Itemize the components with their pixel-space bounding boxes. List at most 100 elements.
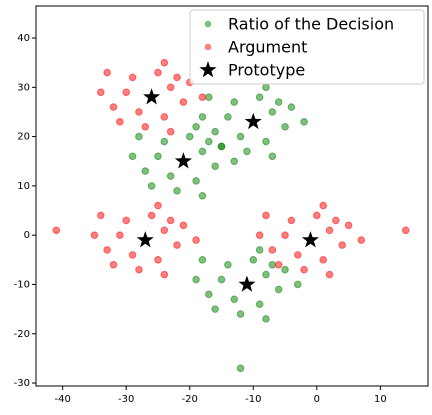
- point: [198, 256, 207, 264]
- legend-label: Argument: [228, 38, 307, 57]
- point: [154, 152, 162, 161]
- point: [255, 231, 264, 239]
- point: [109, 103, 118, 111]
- point: [205, 290, 213, 299]
- point: [173, 73, 181, 82]
- y-tick-label: 0: [24, 230, 30, 241]
- point: [198, 113, 207, 121]
- point: [198, 147, 207, 156]
- y-tick-label: 30: [17, 82, 30, 93]
- point: [217, 275, 226, 284]
- point: [274, 98, 283, 106]
- point: [147, 182, 156, 190]
- x-tick-label: 10: [374, 394, 387, 405]
- point: [198, 93, 207, 101]
- point: [274, 260, 283, 269]
- point: [217, 142, 226, 151]
- point: [236, 310, 245, 318]
- point: [166, 127, 175, 136]
- point: [224, 113, 232, 121]
- point: [128, 251, 137, 259]
- point: [141, 122, 150, 131]
- point: [147, 211, 156, 220]
- point: [211, 305, 219, 313]
- point: [160, 58, 169, 67]
- point: [128, 73, 137, 82]
- y-tick-label: 10: [17, 181, 30, 192]
- point: [198, 191, 207, 200]
- point: [166, 216, 175, 225]
- point: [287, 216, 296, 225]
- point: [262, 315, 270, 323]
- point: [268, 108, 277, 116]
- point: [52, 226, 61, 235]
- point: [268, 246, 277, 254]
- point: [401, 226, 410, 235]
- point: [192, 122, 200, 131]
- point: [255, 246, 264, 254]
- point: [173, 241, 181, 249]
- point: [319, 201, 327, 210]
- point: [293, 251, 302, 259]
- point: [103, 246, 111, 254]
- prototype-point: [174, 152, 192, 169]
- point: [230, 98, 239, 106]
- point: [122, 88, 131, 97]
- point: [274, 285, 283, 294]
- legend-marker: [204, 20, 212, 28]
- y-tick-label: -10: [14, 279, 30, 290]
- prototype-point: [301, 231, 319, 248]
- point: [135, 265, 143, 274]
- prototype-point: [143, 88, 161, 105]
- y-tick-label: -20: [14, 329, 30, 340]
- point: [122, 216, 131, 225]
- legend-marker: [199, 61, 217, 78]
- point: [97, 88, 105, 97]
- point: [319, 256, 327, 264]
- point: [281, 265, 289, 274]
- point: [192, 236, 200, 244]
- legend: Ratio of the Decision Argument Prototype: [189, 9, 425, 85]
- point: [166, 83, 175, 92]
- point: [300, 118, 308, 126]
- point: [154, 201, 162, 210]
- prototype-point: [136, 231, 154, 248]
- point: [154, 68, 162, 77]
- point: [300, 265, 308, 274]
- point: [90, 231, 99, 239]
- point: [281, 122, 289, 131]
- point: [287, 103, 296, 111]
- point: [243, 147, 251, 156]
- y-tick-label: -30: [14, 378, 30, 389]
- point: [262, 270, 270, 279]
- x-tick-label: -40: [55, 394, 71, 405]
- point: [173, 187, 181, 195]
- point: [116, 231, 124, 239]
- point: [103, 68, 111, 77]
- point: [332, 216, 340, 225]
- point: [230, 157, 239, 166]
- point: [211, 162, 219, 170]
- point: [255, 93, 264, 101]
- point: [192, 177, 200, 185]
- point: [249, 256, 258, 264]
- point: [135, 132, 143, 141]
- point: [255, 300, 264, 308]
- point: [357, 236, 366, 244]
- point: [268, 152, 277, 161]
- point: [230, 295, 239, 304]
- point: [293, 280, 302, 289]
- y-tick-label: 40: [17, 33, 30, 44]
- point: [313, 211, 321, 220]
- point: [116, 118, 124, 126]
- point: [154, 256, 162, 264]
- point: [262, 83, 270, 92]
- legend-box: [189, 9, 425, 85]
- point: [135, 108, 143, 116]
- plot-frame: [35, 5, 429, 387]
- point: [109, 260, 118, 269]
- point: [325, 270, 334, 279]
- point: [344, 221, 353, 230]
- point: [179, 98, 188, 106]
